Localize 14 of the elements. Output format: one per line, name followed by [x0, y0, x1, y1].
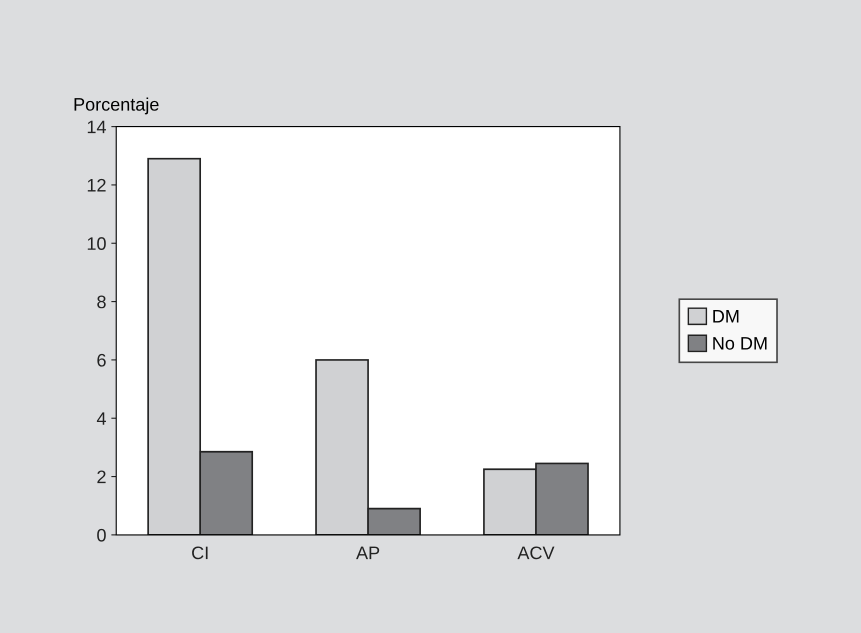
- y-tick-label: 14: [88, 120, 106, 134]
- legend-label: DM: [713, 310, 738, 322]
- y-tick-label: 8: [97, 296, 106, 308]
- x-tick-label: AP: [356, 546, 380, 560]
- y-tick-label: 6: [97, 354, 106, 367]
- y-tick-label: 12: [88, 178, 106, 192]
- y-tick-label: 4: [96, 412, 106, 425]
- y-tick-label: 2: [97, 470, 106, 484]
- y-tick-label: 0: [97, 528, 106, 542]
- y-axis-title: Porcentaje: [74, 98, 159, 114]
- x-tick-label: ACV: [517, 546, 554, 560]
- y-tick-label: 10: [88, 237, 106, 250]
- x-tick-label: CI: [192, 546, 208, 560]
- legend-label: No DM: [713, 337, 767, 350]
